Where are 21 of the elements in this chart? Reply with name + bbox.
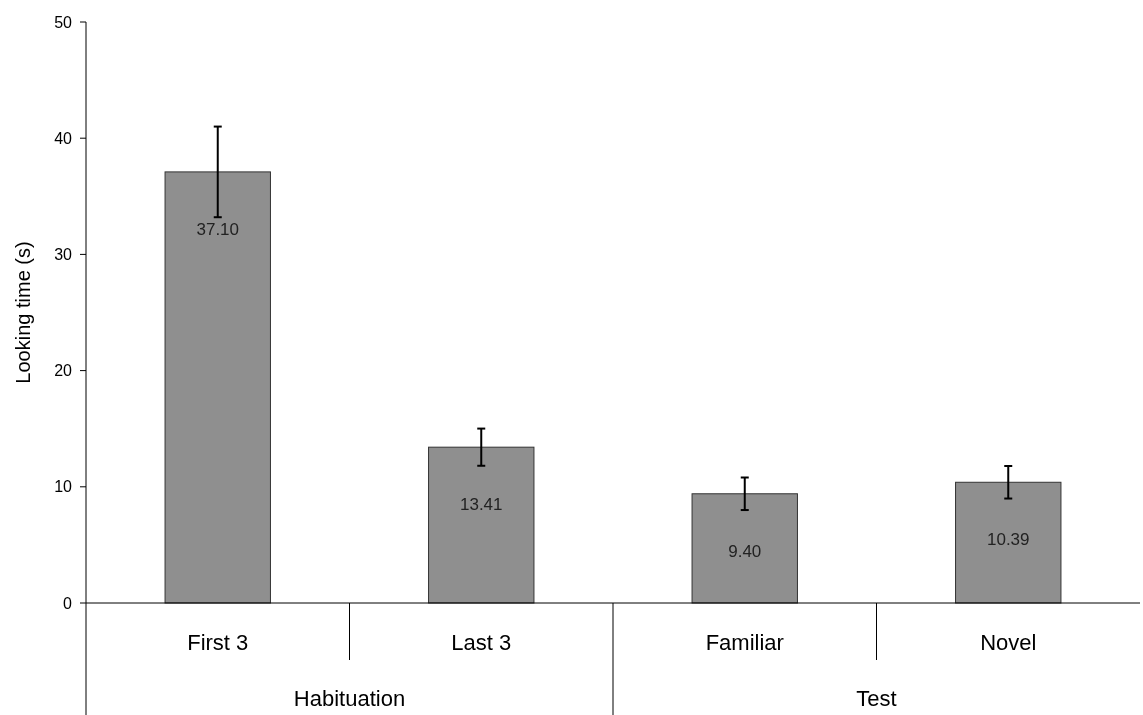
text: Habituation — [293, 685, 406, 711]
y-tick-label: 0 — [63, 594, 73, 612]
x-tick-label: First 3 — [187, 629, 249, 655]
y-tick-label: 30 — [54, 246, 73, 263]
data-label: 9.40 — [728, 541, 762, 561]
bar — [691, 493, 798, 604]
bar — [164, 171, 271, 604]
y-tick-label: 40 — [54, 129, 73, 147]
data-label: 13.41 — [459, 495, 503, 515]
bar — [955, 481, 1062, 604]
y-tick-label: 50 — [54, 13, 73, 31]
y-tick-label: 20 — [54, 362, 73, 380]
y-tick-label: 10 — [54, 478, 73, 496]
data-label: 10.39 — [986, 530, 1030, 550]
text: Test — [856, 685, 897, 711]
y-axis-title: Looking time (s) — [12, 241, 34, 384]
data-label: 37.10 — [196, 219, 240, 239]
x-tick-label: Last 3 — [451, 629, 512, 655]
bar — [428, 446, 535, 604]
x-tick-label: Novel — [980, 629, 1037, 655]
x-tick-label: Familiar — [705, 629, 784, 655]
